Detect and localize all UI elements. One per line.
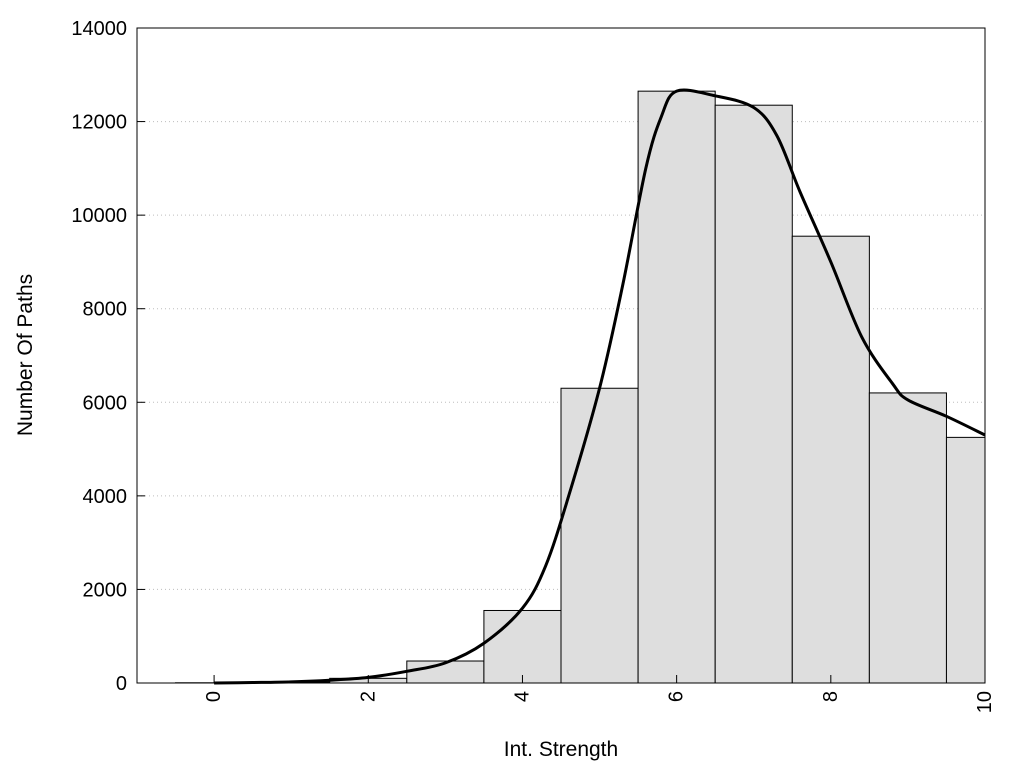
bar <box>791 235 870 684</box>
y-tick-label: 0 <box>116 673 127 695</box>
bar <box>945 436 986 684</box>
y-tick-label: 10000 <box>71 205 127 227</box>
x-axis-ticks: 0 2 4 6 8 10 <box>203 675 996 713</box>
y-tick-label: 14000 <box>71 18 127 40</box>
fit-curve <box>214 88 986 685</box>
bar <box>714 104 793 684</box>
y-tick-label: 2000 <box>83 579 128 601</box>
y-tick-label: 12000 <box>71 112 127 134</box>
x-tick-label: 10 <box>974 691 996 713</box>
y-axis-label: Number Of Paths <box>14 274 37 436</box>
y-axis-ticks: 0 2000 4000 6000 8000 10000 12000 14000 <box>71 18 145 695</box>
bar <box>483 609 562 684</box>
plot-frame <box>136 27 986 684</box>
x-tick-label: 0 <box>203 691 225 702</box>
bars <box>175 90 986 684</box>
bar <box>560 387 639 684</box>
y-tick-label: 8000 <box>83 299 128 321</box>
fit-curve-line <box>214 88 986 685</box>
bar <box>868 392 947 684</box>
x-axis-label: Int. Strength <box>504 738 618 761</box>
x-tick-label: 2 <box>357 691 379 702</box>
x-tick-label: 6 <box>666 691 688 702</box>
y-tick-label: 4000 <box>83 486 128 508</box>
bar <box>637 90 716 684</box>
y-tick-label: 6000 <box>83 392 128 414</box>
x-tick-label: 4 <box>511 691 533 702</box>
x-tick-label: 8 <box>820 691 842 702</box>
